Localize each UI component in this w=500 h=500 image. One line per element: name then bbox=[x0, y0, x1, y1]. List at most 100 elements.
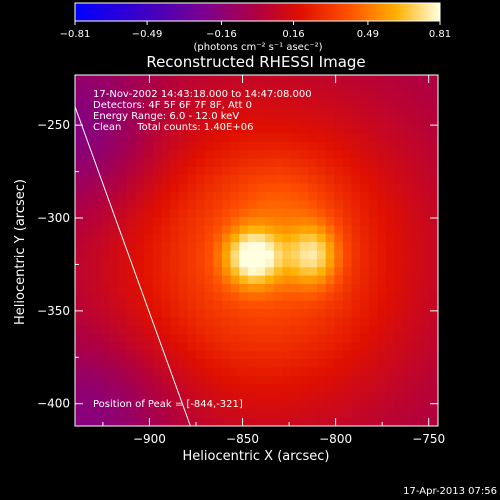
heatmap-cell bbox=[75, 267, 85, 277]
heatmap-cell bbox=[368, 183, 379, 193]
heatmap-cell bbox=[386, 208, 396, 218]
heatmap-cell bbox=[360, 175, 370, 185]
heatmap-cell bbox=[100, 258, 111, 268]
heatmap-cell bbox=[247, 225, 258, 235]
heatmap-cell bbox=[75, 375, 85, 385]
heatmap-cell bbox=[135, 217, 145, 227]
heatmap-cell bbox=[204, 91, 214, 101]
heatmap-cell bbox=[213, 175, 223, 185]
heatmap-cell bbox=[92, 141, 102, 151]
colorbar-ticks: −0.81 −0.49 −0.16 0.16 0.49 0.81 bbox=[60, 21, 451, 40]
heatmap-cell bbox=[291, 384, 301, 394]
heatmap-cell bbox=[368, 125, 379, 135]
heatmap-cell bbox=[161, 392, 171, 402]
heatmap-cell bbox=[334, 125, 344, 135]
heatmap-cell bbox=[360, 208, 370, 218]
heatmap-cell bbox=[239, 91, 249, 101]
heatmap-cell bbox=[152, 317, 163, 327]
heatmap-cell bbox=[196, 292, 206, 302]
heatmap-cell bbox=[377, 116, 387, 126]
heatmap-cell bbox=[239, 208, 249, 218]
heatmap-cell bbox=[109, 400, 119, 410]
heatmap-cell bbox=[118, 400, 128, 410]
heatmap-cell bbox=[377, 108, 387, 118]
heatmap-cell bbox=[351, 150, 361, 160]
heatmap-cell bbox=[118, 200, 128, 210]
heatmap-cell bbox=[308, 400, 318, 410]
heatmap-cell bbox=[75, 100, 85, 110]
heatmap-cell bbox=[144, 359, 154, 369]
heatmap-cell bbox=[221, 75, 232, 84]
heatmap-cell bbox=[429, 108, 438, 118]
heatmap-cell bbox=[135, 309, 145, 318]
heatmap-cell bbox=[334, 150, 344, 160]
heatmap-cell bbox=[109, 75, 119, 84]
heatmap-cell bbox=[360, 141, 370, 151]
heatmap-cell bbox=[239, 342, 249, 352]
heatmap-cell bbox=[317, 200, 327, 210]
heatmap-cell bbox=[273, 208, 284, 218]
heatmap-cell bbox=[342, 192, 353, 201]
heatmap-cell bbox=[273, 384, 284, 394]
heatmap-cell bbox=[377, 375, 387, 385]
heatmap-cell bbox=[291, 183, 301, 193]
heatmap-cell bbox=[247, 258, 258, 268]
heatmap-cell bbox=[420, 325, 430, 335]
heatmap-cell bbox=[325, 75, 335, 84]
heatmap-cell bbox=[325, 309, 335, 318]
heatmap-cell bbox=[152, 91, 163, 101]
heatmap-cell bbox=[265, 208, 275, 218]
heatmap-cell bbox=[213, 166, 223, 176]
heatmap-cell bbox=[282, 250, 292, 260]
heatmap-cell bbox=[178, 158, 188, 168]
heatmap-cell bbox=[351, 91, 361, 101]
heatmap-cell bbox=[92, 158, 102, 168]
heatmap-cell bbox=[429, 217, 438, 227]
heatmap-cell bbox=[83, 166, 93, 176]
heatmap-cell bbox=[291, 208, 301, 218]
heatmap-cell bbox=[75, 192, 85, 201]
heatmap-cell bbox=[351, 417, 361, 426]
heatmap-cell bbox=[196, 359, 206, 369]
heatmap-cell bbox=[230, 150, 240, 160]
heatmap-cell bbox=[230, 225, 240, 235]
heatmap-cell bbox=[299, 141, 309, 151]
heatmap-cell bbox=[213, 392, 223, 402]
heatmap-cell bbox=[100, 217, 111, 227]
heatmap-cell bbox=[109, 384, 119, 394]
heatmap-cell bbox=[368, 133, 379, 143]
heatmap-cell bbox=[152, 166, 163, 176]
heatmap-cell bbox=[83, 342, 93, 352]
heatmap-cell bbox=[247, 292, 258, 302]
heatmap-cell bbox=[230, 350, 240, 360]
heatmap-cell bbox=[144, 275, 154, 285]
heatmap-cell bbox=[230, 200, 240, 210]
heatmap-cell bbox=[351, 375, 361, 385]
heatmap-cell bbox=[420, 125, 430, 135]
heatmap-cell bbox=[282, 116, 292, 126]
heatmap-cell bbox=[265, 384, 275, 394]
heatmap-cell bbox=[75, 166, 85, 176]
heatmap-cell bbox=[144, 350, 154, 360]
heatmap-cell bbox=[170, 91, 180, 101]
heatmap-cell bbox=[308, 409, 318, 419]
heatmap-cell bbox=[403, 258, 413, 268]
heatmap-cell bbox=[308, 250, 318, 260]
heatmap-cell bbox=[282, 258, 292, 268]
info-clean-counts: Clean Total counts: 1.40E+06 bbox=[93, 122, 253, 133]
heatmap-cell bbox=[187, 392, 197, 402]
heatmap-cell bbox=[187, 275, 197, 285]
heatmap-cell bbox=[334, 116, 344, 126]
heatmap-cell bbox=[135, 275, 145, 285]
heatmap-cell bbox=[377, 150, 387, 160]
heatmap-cell bbox=[360, 183, 370, 193]
heatmap-cell bbox=[265, 283, 275, 293]
heatmap-cell bbox=[394, 125, 405, 135]
heatmap-cell bbox=[230, 392, 240, 402]
heatmap-cell bbox=[75, 317, 85, 327]
heatmap-cell bbox=[368, 83, 379, 93]
heatmap-cell bbox=[325, 242, 335, 252]
heatmap-cell bbox=[368, 392, 379, 402]
heatmap-cell bbox=[170, 283, 180, 293]
heatmap-cell bbox=[239, 375, 249, 385]
